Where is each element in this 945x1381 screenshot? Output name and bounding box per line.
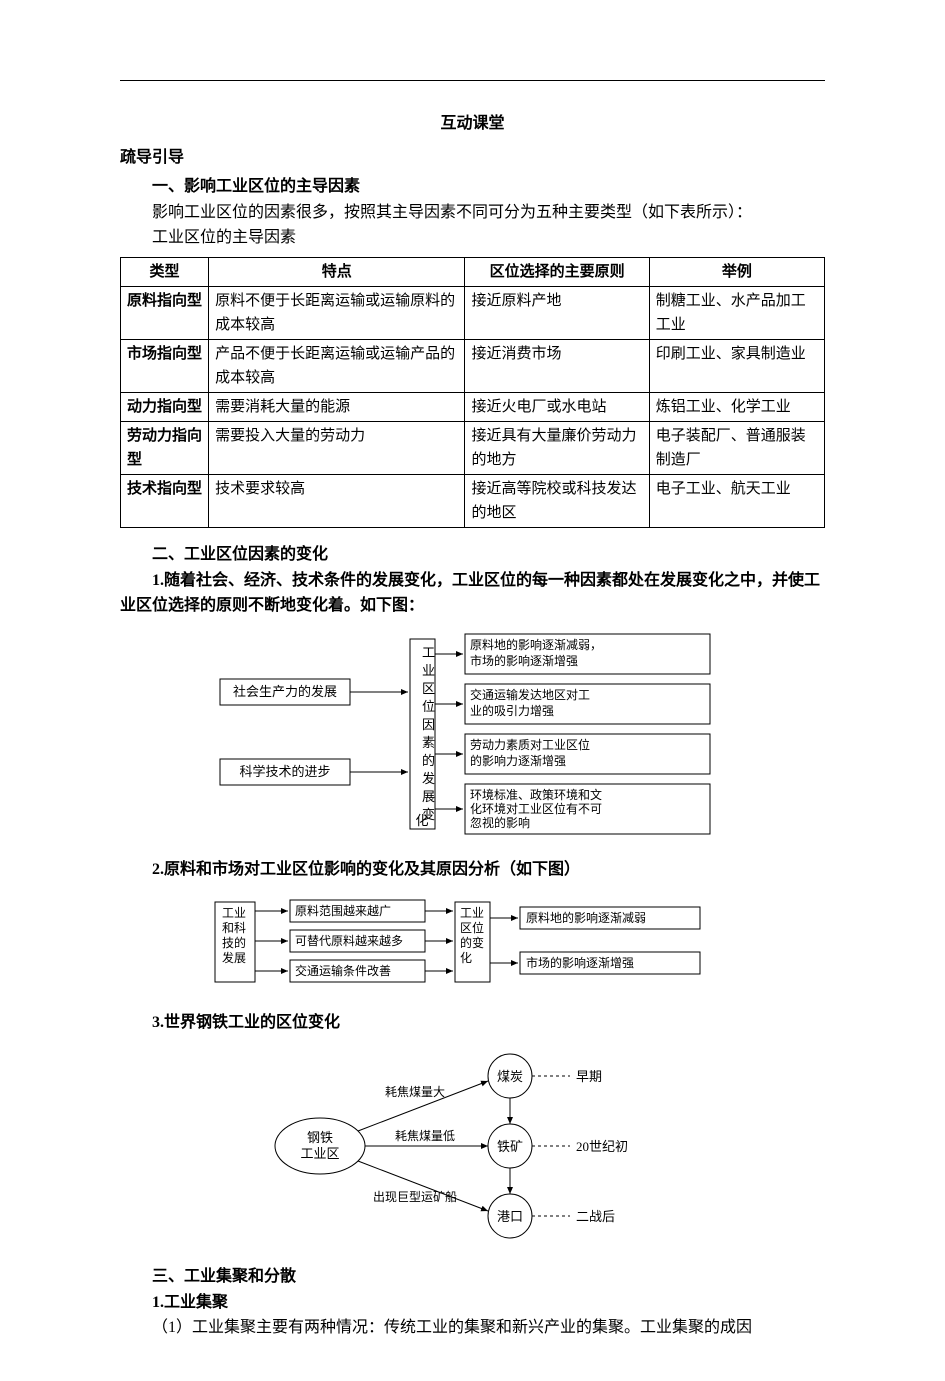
d2-right-0: 原料地的影响逐渐减弱	[526, 910, 646, 925]
table-row: 类型 特点 区位选择的主要原则 举例	[121, 257, 825, 286]
table-cell: 劳动力指向型	[121, 421, 209, 474]
d3-t2: 港口	[497, 1209, 523, 1224]
section-intro-heading: 疏导引导	[120, 145, 825, 171]
d3-source-b: 工业区	[300, 1146, 339, 1161]
table-row: 劳动力指向型需要投入大量的劳动力接近具有大量廉价劳动力的地方电子装配厂、普通服装…	[121, 421, 825, 474]
d1-right-3a: 环境标准、政策环境和文	[470, 787, 602, 802]
d1-right-3b: 化环境对工业区位有不可	[470, 801, 602, 816]
table-header: 特点	[209, 257, 465, 286]
d2-mid-1: 可替代原料越来越多	[295, 934, 403, 948]
table-cell: 接近具有大量廉价劳动力的地方	[465, 421, 649, 474]
table-cell: 接近高等院校或科技发达的地区	[465, 474, 649, 527]
factors-table: 类型 特点 区位选择的主要原则 举例 原料指向型原料不便于长距离运输或运输原料的…	[120, 257, 825, 528]
d3-n0: 早期	[576, 1069, 602, 1084]
section-1-caption: 工业区位的主导因素	[120, 225, 825, 251]
table-cell: 电子装配厂、普通服装制造厂	[649, 421, 824, 474]
section-1-heading: 一、影响工业区位的主导因素	[120, 174, 825, 200]
table-header: 举例	[649, 257, 824, 286]
table-cell: 技术要求较高	[209, 474, 465, 527]
table-cell: 炼铝工业、化学工业	[649, 392, 824, 421]
section-2-heading: 二、工业区位因素的变化	[120, 542, 825, 568]
d3-e2: 出现巨型运矿船	[373, 1190, 457, 1204]
diagram-raw-market: 工业和科技的发展 原料范围越来越广 可替代原料越来越多 交通运输条件改善 工业区…	[210, 892, 730, 992]
d1-right-3c: 忽视的影响	[470, 815, 530, 830]
page-title: 互动课堂	[120, 111, 825, 137]
d3-n1: 20世纪初	[576, 1139, 628, 1154]
section-2-p2: 2.原料和市场对工业区位影响的变化及其原因分析（如下图）	[120, 857, 825, 883]
table-cell: 印刷工业、家具制造业	[649, 339, 824, 392]
d1-left-1: 科学技术的进步	[239, 764, 330, 779]
d3-t0: 煤炭	[497, 1069, 523, 1084]
d3-e0: 耗焦煤量大	[385, 1085, 445, 1099]
d1-right-1b: 业的吸引力增强	[470, 703, 554, 718]
table-row: 市场指向型产品不便于长距离运输或运输产品的成本较高接近消费市场印刷工业、家具制造…	[121, 339, 825, 392]
d1-right-0b: 市场的影响逐渐增强	[470, 653, 578, 668]
diagram-steel: 钢铁 工业区 煤炭 铁矿 港口 耗焦煤量大 耗焦煤量低 出现巨型运矿船 早期 2…	[260, 1046, 680, 1246]
section-3-heading: 三、工业集聚和分散	[120, 1264, 825, 1290]
d2-mid-2: 交通运输条件改善	[295, 963, 391, 978]
table-cell: 市场指向型	[121, 339, 209, 392]
table-cell: 产品不便于长距离运输或运输产品的成本较高	[209, 339, 465, 392]
section-2-p3: 3.世界钢铁工业的区位变化	[120, 1010, 825, 1036]
table-cell: 需要消耗大量的能源	[209, 392, 465, 421]
d1-left-0: 社会生产力的发展	[233, 684, 337, 699]
table-cell: 需要投入大量的劳动力	[209, 421, 465, 474]
d2-left: 工业和科技的发展	[222, 906, 246, 965]
section-2-p1: 1.随着社会、经济、技术条件的发展变化，工业区位的每一种因素都处在发展变化之中，…	[120, 568, 825, 619]
d2-right-1: 市场的影响逐渐增强	[526, 955, 634, 970]
d1-right-1a: 交通运输发达地区对工	[470, 687, 590, 702]
d1-right-2b: 的影响力逐渐增强	[470, 753, 566, 768]
d1-right-2a: 劳动力素质对工业区位	[470, 737, 590, 752]
table-cell: 原料指向型	[121, 286, 209, 339]
section-3-p1: 1.工业集聚	[120, 1290, 825, 1316]
table-header: 区位选择的主要原则	[465, 257, 649, 286]
section-1-intro: 影响工业区位的因素很多，按照其主导因素不同可分为五种主要类型（如下表所示）：	[120, 200, 825, 226]
table-header: 类型	[121, 257, 209, 286]
d3-n2: 二战后	[576, 1209, 615, 1224]
table-cell: 电子工业、航天工业	[649, 474, 824, 527]
table-cell: 动力指向型	[121, 392, 209, 421]
table-row: 技术指向型技术要求较高接近高等院校或科技发达的地区电子工业、航天工业	[121, 474, 825, 527]
d3-t1: 铁矿	[497, 1139, 523, 1154]
table-row: 动力指向型需要消耗大量的能源接近火电厂或水电站炼铝工业、化学工业	[121, 392, 825, 421]
table-cell: 技术指向型	[121, 474, 209, 527]
d2-mid-0: 原料范围越来越广	[295, 904, 391, 918]
d3-e1: 耗焦煤量低	[395, 1129, 455, 1143]
table-cell: 接近火电厂或水电站	[465, 392, 649, 421]
d3-source-a: 钢铁	[307, 1130, 333, 1145]
diagram-factors-change: 社会生产力的发展 科学技术的进步 工业区位因素的发展变化 化 原料地的影响逐渐减…	[210, 629, 730, 839]
table-cell: 原料不便于长距离运输或运输原料的成本较高	[209, 286, 465, 339]
table-cell: 制糖工业、水产品加工工业	[649, 286, 824, 339]
d1-right-0a: 原料地的影响逐渐减弱，	[470, 637, 602, 652]
table-cell: 接近原料产地	[465, 286, 649, 339]
table-cell: 接近消费市场	[465, 339, 649, 392]
table-row: 原料指向型原料不便于长距离运输或运输原料的成本较高接近原料产地制糖工业、水产品加…	[121, 286, 825, 339]
svg-text:化: 化	[415, 813, 428, 828]
